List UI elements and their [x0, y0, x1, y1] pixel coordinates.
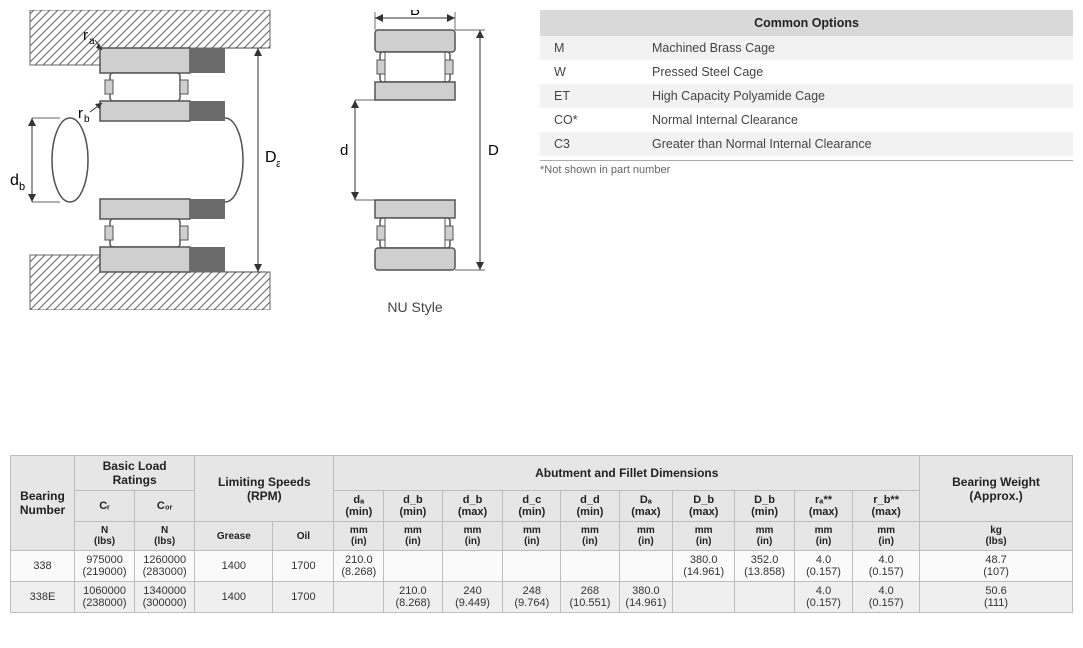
col-abutment: Abutment and Fillet Dimensions — [334, 456, 920, 491]
spec-table: BearingNumber Basic Load Ratings Limitin… — [10, 455, 1073, 613]
h-rb-max: r_b** (max) — [853, 491, 920, 522]
diagrams-container: db Da ra rb — [10, 10, 500, 315]
col-bearing-number: BearingNumber — [11, 456, 75, 551]
col-limiting-speeds: Limiting Speeds (RPM) — [195, 456, 334, 522]
svg-text:a: a — [276, 158, 280, 170]
option-row: MMachined Brass Cage — [540, 36, 1073, 60]
h-dc-min: d_c (min) — [503, 491, 561, 522]
option-row: CO*Normal Internal Clearance — [540, 108, 1073, 132]
h-Db-max: D_b (max) — [673, 491, 735, 522]
h-dd-min: d_d (min) — [561, 491, 619, 522]
svg-text:D: D — [488, 142, 499, 159]
h-db-max: d_b (max) — [442, 491, 503, 522]
option-row: ETHigh Capacity Polyamide Cage — [540, 84, 1073, 108]
svg-text:d: d — [340, 142, 348, 159]
svg-text:a: a — [89, 36, 95, 47]
svg-text:B: B — [410, 10, 420, 19]
svg-text:r: r — [78, 105, 83, 122]
svg-text:b: b — [19, 181, 25, 193]
h-Db-min: D_b (min) — [735, 491, 795, 522]
svg-text:d: d — [10, 172, 19, 189]
section-diagram-svg: db Da ra rb — [10, 10, 280, 310]
option-row: WPressed Steel Cage — [540, 60, 1073, 84]
diagram-nu-style: B d D NU Style — [330, 10, 500, 315]
nu-style-caption: NU Style — [387, 299, 442, 315]
table-row: 338E 1060000(238000) 1340000(300000) 140… — [11, 582, 1073, 613]
table-row: 338 975000(219000) 1260000(283000) 1400 … — [11, 551, 1073, 582]
svg-text:b: b — [84, 114, 90, 125]
col-basic-load: Basic Load Ratings — [75, 456, 195, 491]
options-footnote: *Not shown in part number — [540, 160, 1073, 176]
h-da-min: dₐ (min) — [334, 491, 384, 522]
common-options: Common Options MMachined Brass Cage WPre… — [540, 10, 1073, 176]
h-Da-max: Dₐ (max) — [619, 491, 672, 522]
col-weight: Bearing Weight (Approx.) — [920, 456, 1073, 522]
nu-style-svg: B d D — [330, 10, 500, 295]
top-row: db Da ra rb — [10, 10, 1073, 315]
h-ra-max: rₐ** (max) — [794, 491, 852, 522]
h-cor: C₀ᵣ — [135, 491, 195, 522]
h-cr: Cᵣ — [75, 491, 135, 522]
options-title: Common Options — [540, 10, 1073, 36]
svg-text:r: r — [83, 27, 88, 44]
diagram-section-view: db Da ra rb — [10, 10, 280, 315]
svg-text:D: D — [265, 149, 277, 166]
option-row: C3Greater than Normal Internal Clearance — [540, 132, 1073, 156]
h-db-min: d_b (min) — [384, 491, 442, 522]
options-table: Common Options MMachined Brass Cage WPre… — [540, 10, 1073, 156]
